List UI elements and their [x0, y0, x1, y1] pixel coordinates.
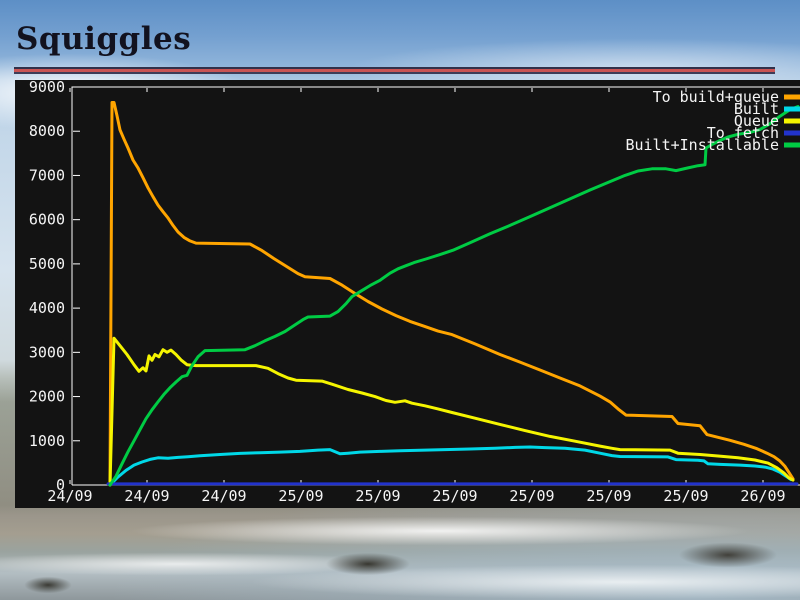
series-line-built-installable — [108, 105, 800, 487]
x-tick-label: 25/09 — [278, 487, 323, 505]
legend-label-to-build-queue: To build+queue — [653, 88, 779, 106]
series-queue — [108, 336, 795, 487]
series-built — [108, 445, 793, 487]
line-chart: 010002000300040005000600070008000900024/… — [29, 80, 800, 505]
series-line-to-build-queue — [108, 101, 795, 487]
x-tick-label: 25/09 — [663, 487, 708, 505]
x-tick-label: 24/09 — [201, 487, 246, 505]
y-tick-label: 3000 — [29, 343, 65, 361]
legend-label-built: Built — [734, 100, 779, 118]
plot-border — [71, 86, 800, 485]
x-tick-label: 25/09 — [432, 487, 477, 505]
x-tick-label: 24/09 — [47, 487, 92, 505]
legend-label-queue: Queue — [734, 112, 779, 130]
y-tick-label: 4000 — [29, 299, 65, 317]
y-tick-label: 2000 — [29, 388, 65, 406]
y-tick-label: 7000 — [29, 166, 65, 184]
x-tick-label: 25/09 — [509, 487, 554, 505]
y-tick-label: 6000 — [29, 211, 65, 229]
x-tick-label: 24/09 — [124, 487, 169, 505]
chart-panel: 0 1000 2000 3000 4000 5000 6000 7000 8000 9000 24/… — [15, 80, 800, 508]
x-tick-label: 26/09 — [740, 487, 785, 505]
y-tick-label: 1000 — [29, 432, 65, 450]
y-tick-label: 9000 — [29, 80, 65, 96]
series-line-built — [108, 445, 793, 487]
series-to-build-queue — [108, 101, 795, 487]
y-tick-label: 8000 — [29, 122, 65, 140]
y-tick-label: 0 — [56, 476, 65, 494]
legend-label-to-fetch: To fetch — [707, 124, 779, 142]
title-divider — [14, 67, 775, 74]
y-axis-ticks: 0 1000 2000 3000 4000 5000 6000 7000 8000 9000 — [29, 80, 80, 494]
legend-label-built-installable: Built+Installable — [625, 136, 779, 154]
x-tick-label: 25/09 — [586, 487, 631, 505]
x-axis-ticks: 24/09 24/09 24/09 25/09 25/09 25/09 25/09 25/09… — [47, 88, 786, 505]
page-title: Squiggles — [16, 21, 192, 57]
y-tick-label: 5000 — [29, 255, 65, 273]
x-tick-label: 25/09 — [355, 487, 400, 505]
series-line-queue — [108, 336, 795, 487]
series-built-installable — [108, 105, 800, 487]
